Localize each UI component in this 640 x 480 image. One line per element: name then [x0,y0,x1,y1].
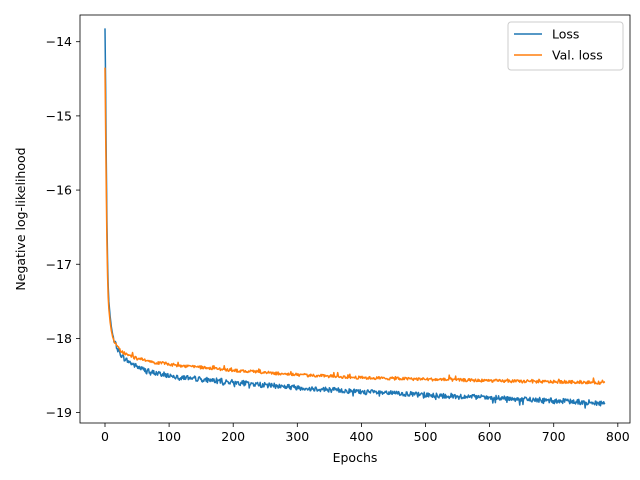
x-tick-label: 500 [414,429,438,444]
x-tick-label: 600 [478,429,502,444]
series-line-val-loss [104,67,606,385]
x-tick-label: 0 [101,429,109,444]
y-tick-label: −16 [46,183,72,198]
y-axis: −14 −15 −16 −17 −18 −19 [46,34,80,420]
legend-label-loss: Loss [552,27,579,42]
series-line-loss [104,28,606,409]
legend-label-val-loss: Val. loss [552,48,603,63]
y-tick-label: −18 [46,331,72,346]
legend: Loss Val. loss [507,21,624,71]
x-tick-label: 800 [606,429,630,444]
x-axis: 0 100 200 300 400 500 600 700 800 [101,423,630,444]
x-tick-label: 300 [285,429,309,444]
y-tick-label: −17 [46,257,72,272]
y-axis-label: Negative log-likelihood [13,147,28,290]
x-tick-label: 400 [349,429,373,444]
y-tick-label: −14 [46,34,72,49]
x-tick-label: 100 [157,429,181,444]
x-tick-label: 700 [542,429,566,444]
y-tick-label: −19 [46,405,72,420]
y-tick-label: −15 [46,108,72,123]
x-axis-label: Epochs [333,450,378,465]
plot-area [79,14,631,424]
x-tick-label: 200 [221,429,245,444]
series-layer [104,28,606,409]
plot-frame [79,14,631,424]
